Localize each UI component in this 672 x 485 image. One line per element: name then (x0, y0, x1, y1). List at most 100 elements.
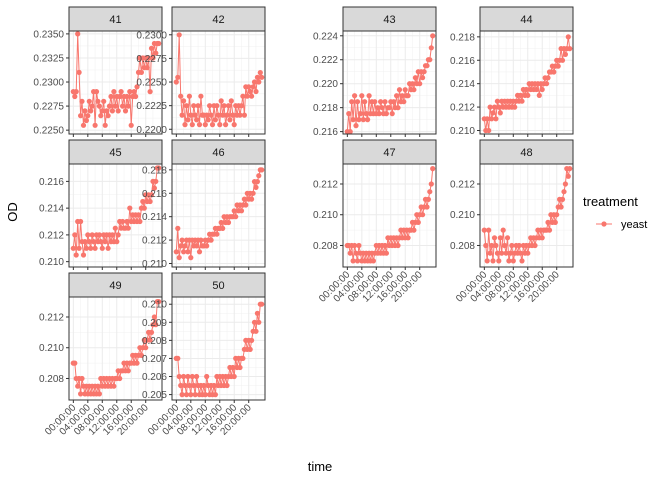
data-point (204, 373, 210, 380)
data-point (134, 360, 140, 366)
data-point (156, 40, 162, 47)
facet-strip (68, 6, 163, 32)
data-point (153, 322, 159, 328)
y-tick-label: 0.2300 (33, 78, 64, 89)
data-point (88, 108, 94, 114)
data-point (86, 239, 92, 245)
facet-panel-49: 490.2080.2100.21200:00:0004:00:0008:00:0… (39, 272, 163, 438)
facet-strip-label: 43 (383, 14, 395, 26)
data-point (250, 190, 256, 196)
y-tick-label: 0.210 (39, 257, 64, 268)
data-point (183, 103, 190, 109)
data-point (555, 63, 561, 69)
data-point (375, 105, 381, 111)
data-point (244, 93, 250, 99)
data-point (82, 239, 88, 245)
data-point (489, 242, 495, 249)
data-point (146, 55, 152, 61)
data-point (185, 373, 191, 380)
data-point (73, 89, 79, 95)
data-point (237, 112, 243, 118)
data-point (249, 337, 255, 343)
data-point (430, 166, 436, 172)
data-point (421, 69, 427, 75)
data-point (536, 92, 542, 98)
data-point (357, 111, 363, 117)
data-point (554, 212, 560, 218)
data-point (148, 192, 155, 198)
data-point (117, 93, 123, 100)
data-point (179, 237, 185, 243)
data-point (207, 103, 213, 109)
data-point (499, 250, 505, 256)
data-point (533, 86, 540, 93)
data-point (192, 112, 198, 118)
y-tick-label: 0.2275 (33, 102, 64, 113)
data-point (502, 242, 508, 249)
data-point (176, 32, 182, 38)
y-tick-label: 0.218 (450, 32, 475, 43)
data-point (181, 249, 187, 255)
data-point (483, 242, 489, 249)
data-point (545, 219, 551, 225)
panel-border (171, 30, 266, 135)
data-point (92, 122, 98, 128)
panel-border (479, 30, 574, 135)
data-point (202, 392, 208, 398)
data-point (212, 117, 218, 123)
data-point (215, 112, 221, 118)
data-point (512, 104, 518, 110)
data-point (420, 75, 426, 81)
data-point (191, 382, 197, 389)
y-tick-label: 0.216 (39, 177, 64, 188)
data-point (544, 81, 550, 87)
data-point (208, 112, 214, 118)
data-point (411, 227, 417, 233)
data-point (211, 382, 217, 389)
data-point (525, 250, 531, 256)
data-point (420, 212, 426, 218)
data-point (120, 103, 126, 109)
data-point (516, 242, 522, 249)
data-point (109, 108, 115, 114)
data-point (93, 89, 100, 95)
y-tick-label: 0.212 (450, 103, 475, 114)
data-point (118, 89, 124, 95)
data-point (220, 112, 226, 118)
data-point (96, 391, 102, 397)
facet-strip (342, 139, 437, 165)
data-point (179, 392, 185, 398)
data-point (489, 116, 495, 122)
data-point (365, 117, 371, 123)
data-point (156, 165, 162, 171)
data-point (128, 122, 134, 128)
y-tick-label: 0.210 (142, 259, 167, 270)
data-point (427, 57, 433, 63)
data-point (353, 250, 359, 256)
y-tick-label: 0.207 (142, 354, 167, 365)
data-point (189, 373, 195, 380)
data-point (112, 225, 118, 231)
panel-border (342, 163, 437, 268)
facet-panel-50: 500.2050.2060.2070.2080.2090.21000:00:00… (142, 272, 266, 438)
data-point (360, 117, 366, 123)
data-point (137, 218, 143, 225)
data-point (494, 98, 500, 104)
y-tick-label: 0.2250 (33, 126, 64, 137)
data-point (224, 382, 230, 389)
facet-panel-44: 44 0.210 0.212 0.214 0.216 0.218 (450, 6, 574, 137)
data-point (175, 355, 181, 361)
data-point (378, 99, 384, 105)
data-point (428, 181, 434, 187)
data-point (185, 117, 191, 123)
data-point (76, 69, 82, 75)
data-point (198, 237, 204, 243)
data-point (101, 98, 107, 104)
data-point (133, 93, 139, 100)
legend-key-point (601, 221, 607, 227)
data-point (205, 117, 211, 123)
data-point (196, 249, 203, 255)
data-point (140, 198, 146, 205)
data-point (182, 243, 188, 249)
data-point (102, 122, 108, 128)
